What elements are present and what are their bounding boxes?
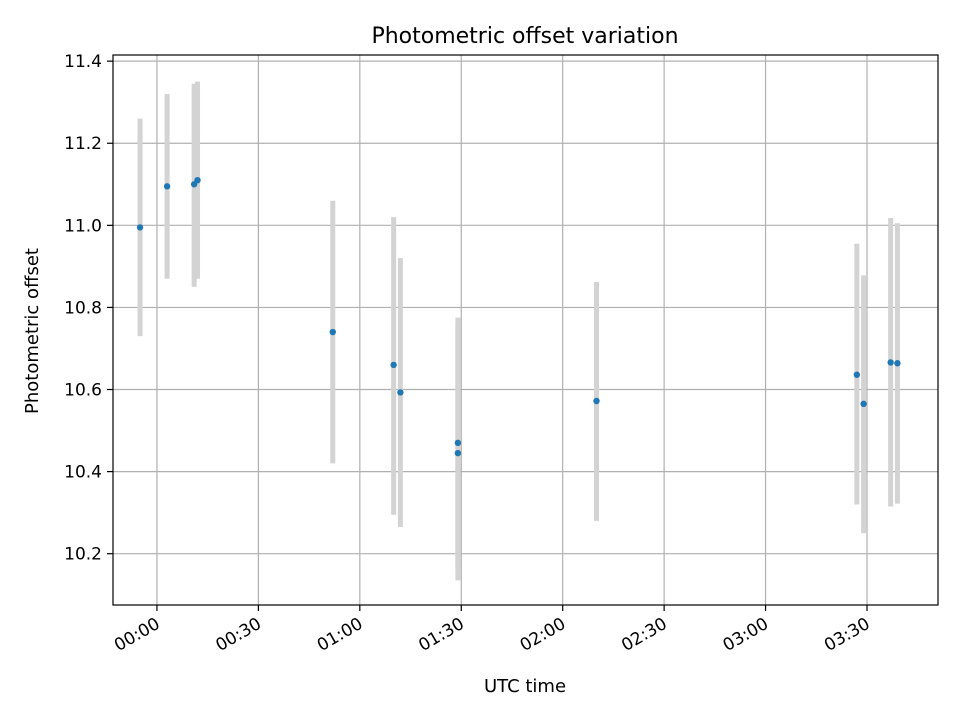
- y-axis: 10.2 10.4 10.6 10.8 11.0 11.2 11.4: [64, 52, 113, 565]
- data-point: [454, 439, 462, 447]
- chart-title: Photometric offset variation: [371, 24, 678, 49]
- y-tick-label: 10.8: [64, 298, 102, 318]
- y-tick-label: 10.6: [64, 381, 102, 401]
- grid-layer: [113, 55, 938, 605]
- x-axis-label: UTC time: [484, 676, 566, 697]
- data-point: [397, 389, 404, 396]
- y-tick-label: 11.4: [64, 52, 102, 72]
- data-point: [136, 224, 144, 231]
- y-tick-label: 11.0: [64, 216, 102, 236]
- data-point: [454, 449, 462, 457]
- y-tick-label: 11.2: [64, 134, 102, 154]
- point-layer: [136, 176, 901, 457]
- data-point: [194, 176, 201, 184]
- data-point: [163, 183, 171, 190]
- data-point: [593, 397, 600, 405]
- y-tick-label: 10.4: [64, 463, 102, 483]
- data-point: [860, 400, 867, 408]
- data-point: [390, 361, 397, 369]
- data-point: [329, 328, 336, 336]
- y-axis-label: Photometric offset: [22, 248, 43, 414]
- plot-frame: [112, 54, 939, 606]
- data-point: [887, 359, 894, 366]
- data-point: [853, 371, 861, 378]
- data-point: [894, 360, 901, 367]
- y-tick-label: 10.2: [64, 545, 102, 565]
